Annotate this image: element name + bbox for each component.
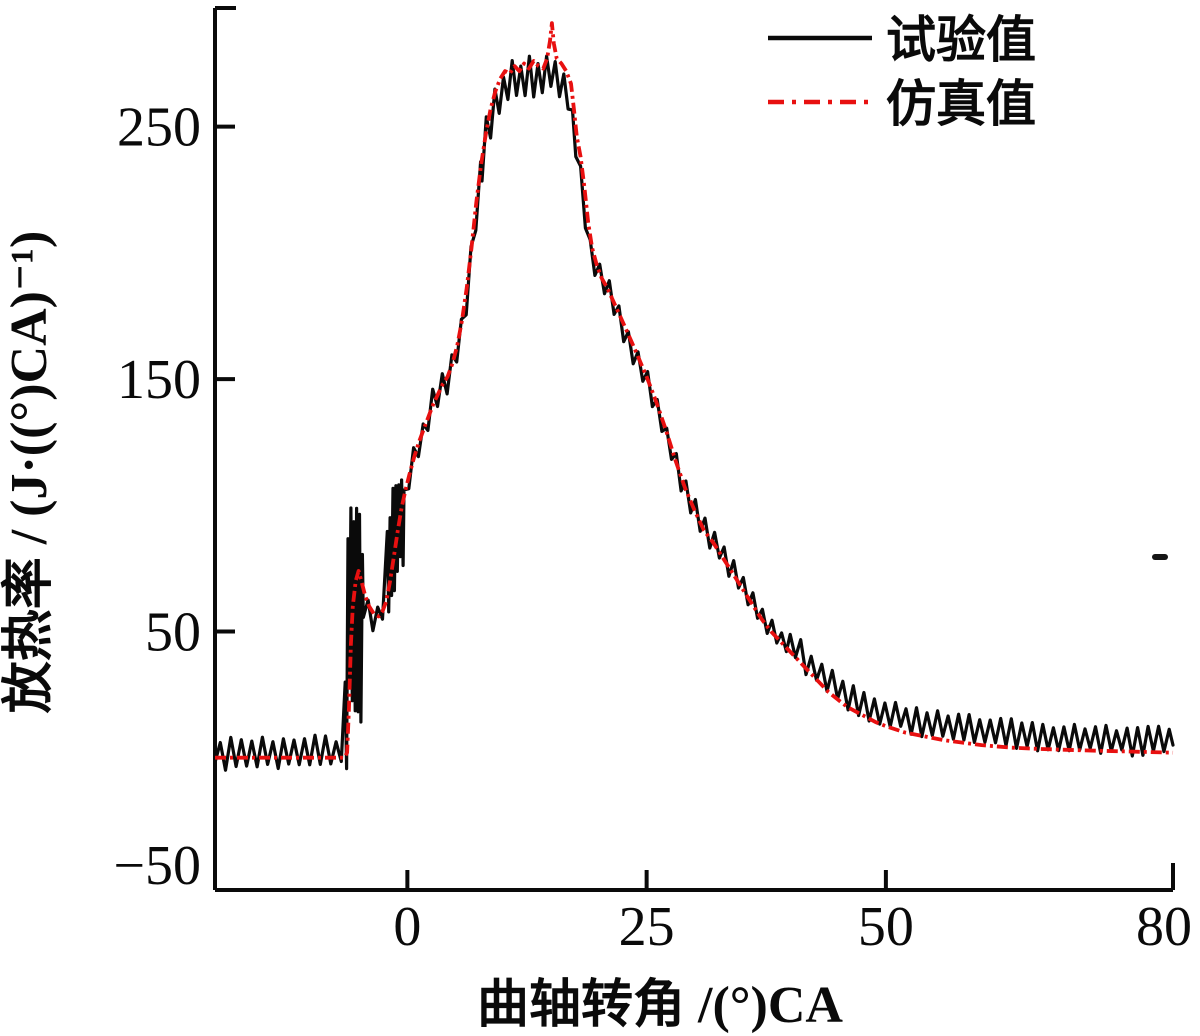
x-tick-label-0: 0 xyxy=(393,896,421,958)
plot-axes xyxy=(213,6,1175,892)
x-tick-label-3: 80 xyxy=(1136,896,1192,958)
experimental-line xyxy=(213,54,1175,772)
stray-mark xyxy=(1152,554,1168,560)
simulation-line xyxy=(215,21,1174,760)
y-axis-ticks: −50 50 150 250 xyxy=(113,97,235,897)
y-tick-label-0: −50 xyxy=(113,835,201,897)
x-axis-ticks: 0 25 50 80 xyxy=(393,870,1192,958)
y-tick-label-1: 50 xyxy=(145,602,201,664)
x-axis-title: 曲轴转角 /(°)CA xyxy=(477,976,843,1034)
legend-simulation-label: 仿真值 xyxy=(886,76,1036,132)
y-tick-label-3: 250 xyxy=(117,97,201,159)
x-tick-label-2: 50 xyxy=(858,896,914,958)
y-tick-label-2: 150 xyxy=(117,349,201,411)
legend: 试验值 仿真值 xyxy=(768,12,1036,132)
y-axis-title: 放热率 / (J·((°)CA)⁻¹) xyxy=(0,231,58,714)
legend-experimental-label: 试验值 xyxy=(886,12,1036,68)
x-tick-label-1: 25 xyxy=(619,896,675,958)
